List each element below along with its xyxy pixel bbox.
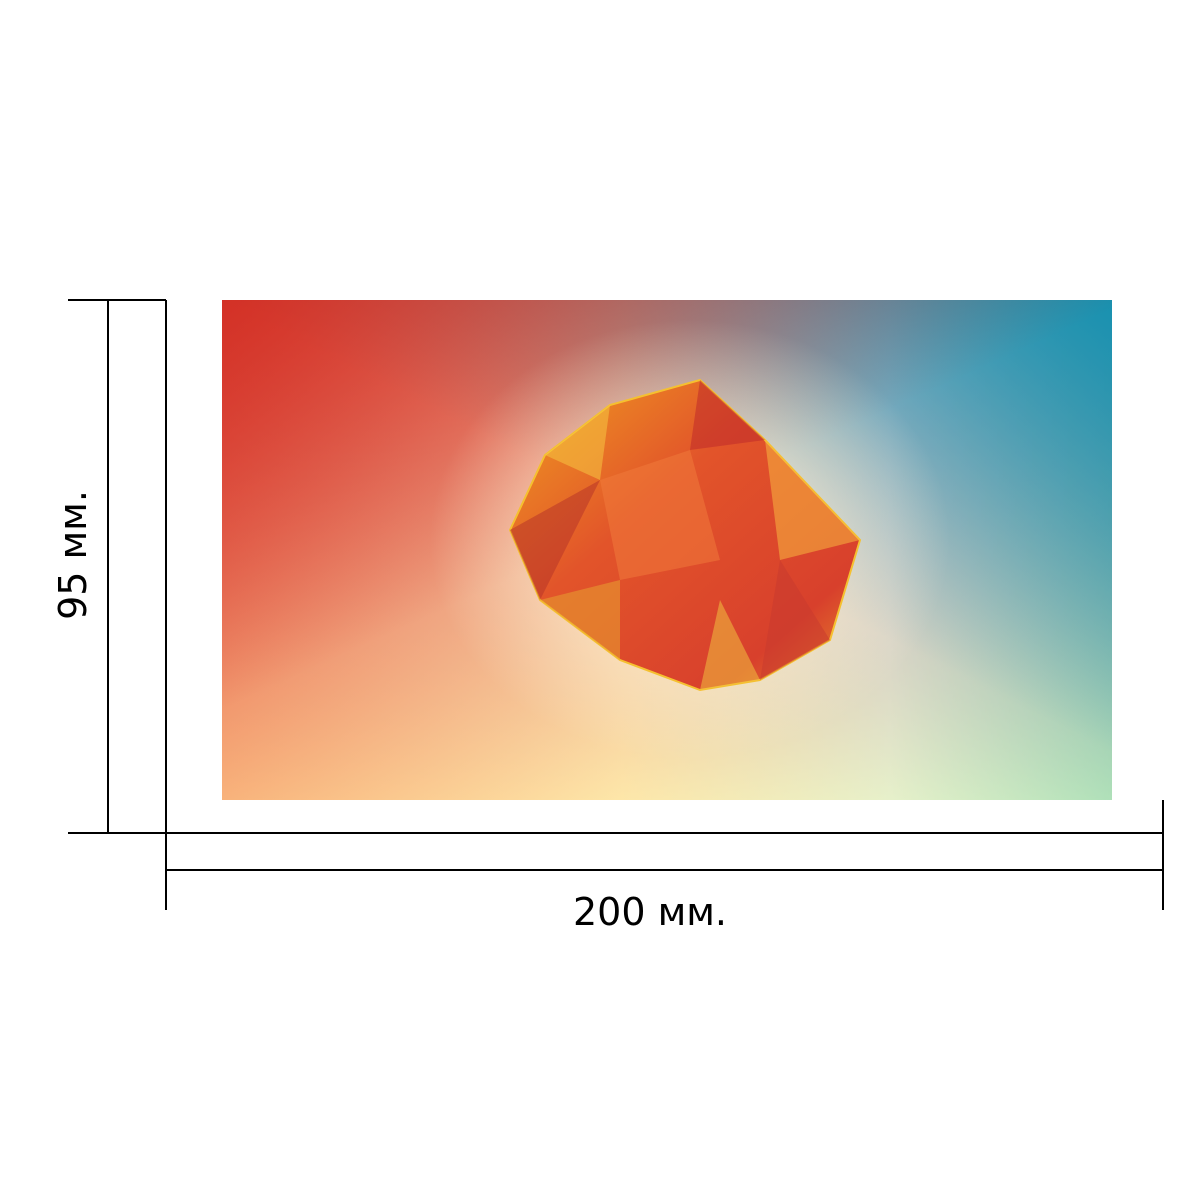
width-label: 200 мм. (573, 890, 727, 934)
height-label: 95 мм. (51, 490, 95, 620)
picture (222, 300, 1112, 800)
dimension-lines (68, 299, 1164, 910)
gem-facets (510, 380, 860, 690)
